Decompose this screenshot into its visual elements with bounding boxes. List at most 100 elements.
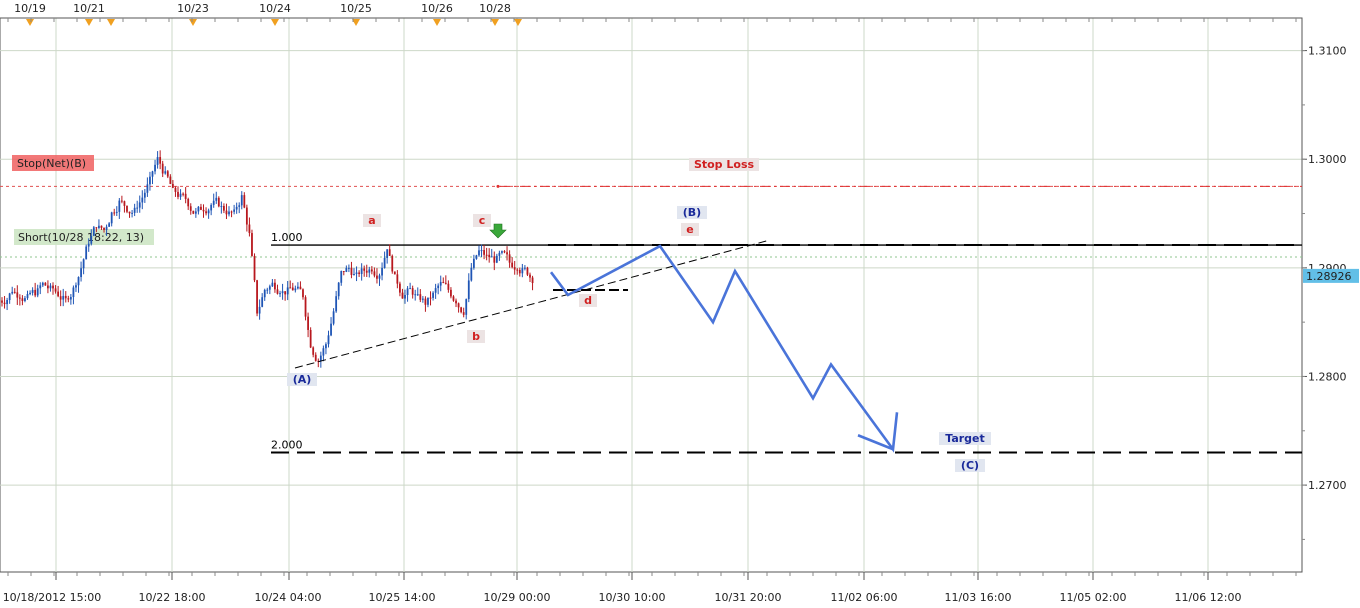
candle-body bbox=[498, 252, 501, 256]
candle-body bbox=[289, 287, 292, 289]
day-marker-icon bbox=[491, 19, 499, 26]
short-order-tag bbox=[14, 229, 154, 245]
candle-body bbox=[11, 291, 14, 294]
candle-body bbox=[253, 255, 256, 281]
candle-body bbox=[75, 285, 77, 288]
stop-net-tag bbox=[12, 155, 94, 171]
candle-body bbox=[64, 295, 67, 299]
candle-body bbox=[488, 254, 491, 258]
candle-body bbox=[523, 267, 526, 269]
candle-body bbox=[493, 256, 496, 263]
candle-body bbox=[90, 235, 93, 244]
candle-body bbox=[92, 227, 95, 236]
candle-body bbox=[240, 195, 243, 206]
candle-body bbox=[207, 210, 210, 214]
candle-body bbox=[452, 296, 455, 301]
candle-body bbox=[189, 206, 192, 211]
candle-body bbox=[391, 255, 394, 272]
candle-body bbox=[399, 283, 401, 293]
top-date-label: 10/19 bbox=[14, 2, 46, 15]
projection-zigzag-line bbox=[549, 244, 899, 453]
wave-A-tag bbox=[287, 373, 317, 386]
candle-body bbox=[29, 292, 31, 295]
candle-body bbox=[427, 297, 429, 305]
candle-body bbox=[110, 212, 113, 224]
candle-body bbox=[353, 273, 355, 275]
bottom-time-label: 11/06 12:00 bbox=[1175, 591, 1242, 604]
candle-body bbox=[383, 257, 386, 268]
candle-body bbox=[457, 303, 460, 308]
candle-body bbox=[202, 209, 205, 212]
candle-body bbox=[215, 197, 218, 201]
candle-body bbox=[284, 291, 287, 295]
projection-path bbox=[549, 244, 899, 453]
candle-body bbox=[258, 306, 261, 314]
wave-c-label: c bbox=[479, 214, 486, 227]
candle-body bbox=[396, 274, 399, 284]
candle-body bbox=[401, 292, 404, 299]
candle-body bbox=[279, 293, 281, 295]
candle-body bbox=[503, 251, 506, 253]
candle-body bbox=[340, 271, 343, 283]
candle-body bbox=[434, 288, 437, 293]
candle-body bbox=[409, 288, 412, 290]
candle-body bbox=[355, 272, 358, 274]
candle-body bbox=[299, 286, 302, 290]
bottom-time-label: 11/02 06:00 bbox=[831, 591, 898, 604]
candle-body bbox=[230, 211, 233, 213]
candle-body bbox=[450, 289, 452, 297]
candle-body bbox=[276, 289, 279, 294]
candle-body bbox=[212, 200, 215, 205]
day-marker-icon bbox=[107, 19, 115, 26]
candle-body bbox=[358, 272, 361, 275]
target-tag bbox=[939, 432, 991, 445]
candle-body bbox=[516, 269, 519, 271]
candle-body bbox=[480, 250, 483, 252]
candle-body bbox=[332, 311, 335, 324]
candle-body bbox=[345, 267, 348, 272]
target-label: Target bbox=[945, 432, 985, 445]
candle-body bbox=[151, 171, 154, 177]
candle-body bbox=[154, 164, 156, 172]
candle-body bbox=[511, 262, 514, 268]
day-marker-icon bbox=[85, 19, 93, 26]
candle-body bbox=[120, 200, 123, 202]
candle-body bbox=[462, 312, 465, 315]
candle-body bbox=[472, 258, 475, 268]
fib-1-label: 1.000 bbox=[271, 231, 303, 244]
wave-B-label: (B) bbox=[683, 206, 701, 219]
candle-body bbox=[531, 277, 534, 284]
candle-body bbox=[478, 250, 480, 256]
top-date-label: 10/26 bbox=[421, 2, 453, 15]
bottom-time-label: 10/18/2012 15:00 bbox=[3, 591, 102, 604]
candle-body bbox=[312, 347, 315, 355]
candle-body bbox=[80, 268, 82, 278]
candle-body bbox=[3, 302, 6, 305]
candle-body bbox=[26, 294, 29, 299]
candle-body bbox=[467, 280, 470, 300]
candle-body bbox=[159, 157, 162, 164]
day-marker-icon bbox=[189, 19, 197, 26]
candle-body bbox=[138, 202, 141, 208]
candle-body bbox=[67, 298, 70, 300]
candle-body bbox=[307, 316, 309, 330]
wave-b-label: b bbox=[472, 330, 480, 343]
candle-body bbox=[251, 233, 253, 256]
candle-body bbox=[34, 289, 37, 296]
candle-body bbox=[220, 206, 223, 208]
candle-body bbox=[271, 282, 274, 287]
candle-body bbox=[18, 297, 21, 299]
candle-body bbox=[490, 256, 493, 258]
candle-body bbox=[82, 259, 85, 269]
candle-body bbox=[414, 294, 417, 296]
stop-marker-icon bbox=[496, 184, 500, 188]
day-marker-icon bbox=[352, 19, 360, 26]
candle-body bbox=[149, 176, 151, 185]
triangle-lower-trendline bbox=[294, 239, 771, 369]
top-axis-bg bbox=[0, 0, 1302, 18]
candle-body bbox=[133, 207, 136, 213]
candle-body bbox=[268, 286, 271, 290]
candle-body bbox=[444, 282, 447, 284]
candle-body bbox=[368, 269, 371, 273]
price-tick-label: 1.3100 bbox=[1308, 45, 1347, 58]
